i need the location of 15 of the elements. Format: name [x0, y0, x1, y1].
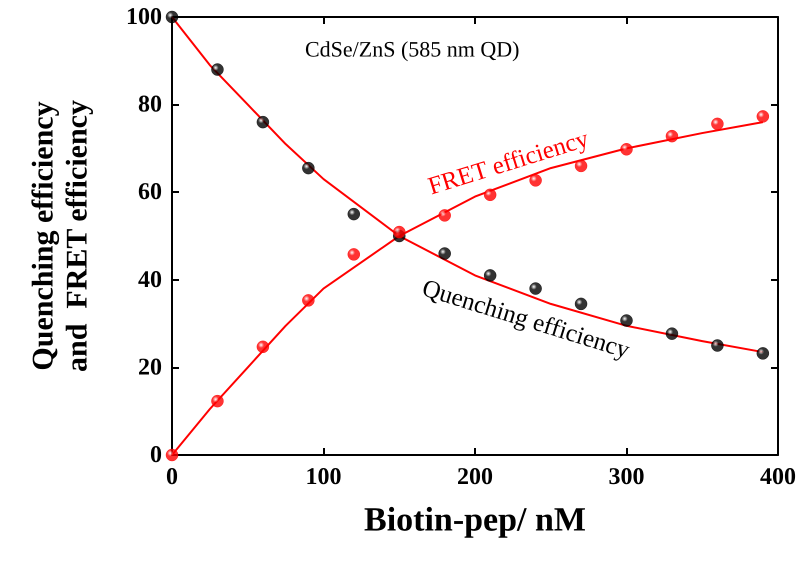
y-tick-label: 60: [138, 179, 162, 206]
x-tick-label: 400: [760, 464, 796, 490]
x-axis-title: Biotin-pep/ nM: [364, 502, 586, 538]
y-tick-label: 20: [138, 354, 162, 380]
x-tick-label: 200: [457, 464, 493, 490]
y-tick-label: 100: [126, 4, 162, 30]
text: FRET efficiency: [425, 125, 592, 200]
x-tick-label: 300: [608, 464, 644, 490]
y-tick-label: 0: [150, 442, 162, 468]
y-tick-label: 40: [138, 266, 162, 293]
y-axis-title: Quenching efficiency and FRET efficiency: [26, 100, 94, 372]
annotation: CdSe/ZnS (585 nm QD): [305, 36, 520, 62]
x-tick-label: 100: [306, 464, 342, 490]
y-tick-label: 80: [138, 92, 162, 118]
x-tick-label: 0: [166, 464, 178, 490]
